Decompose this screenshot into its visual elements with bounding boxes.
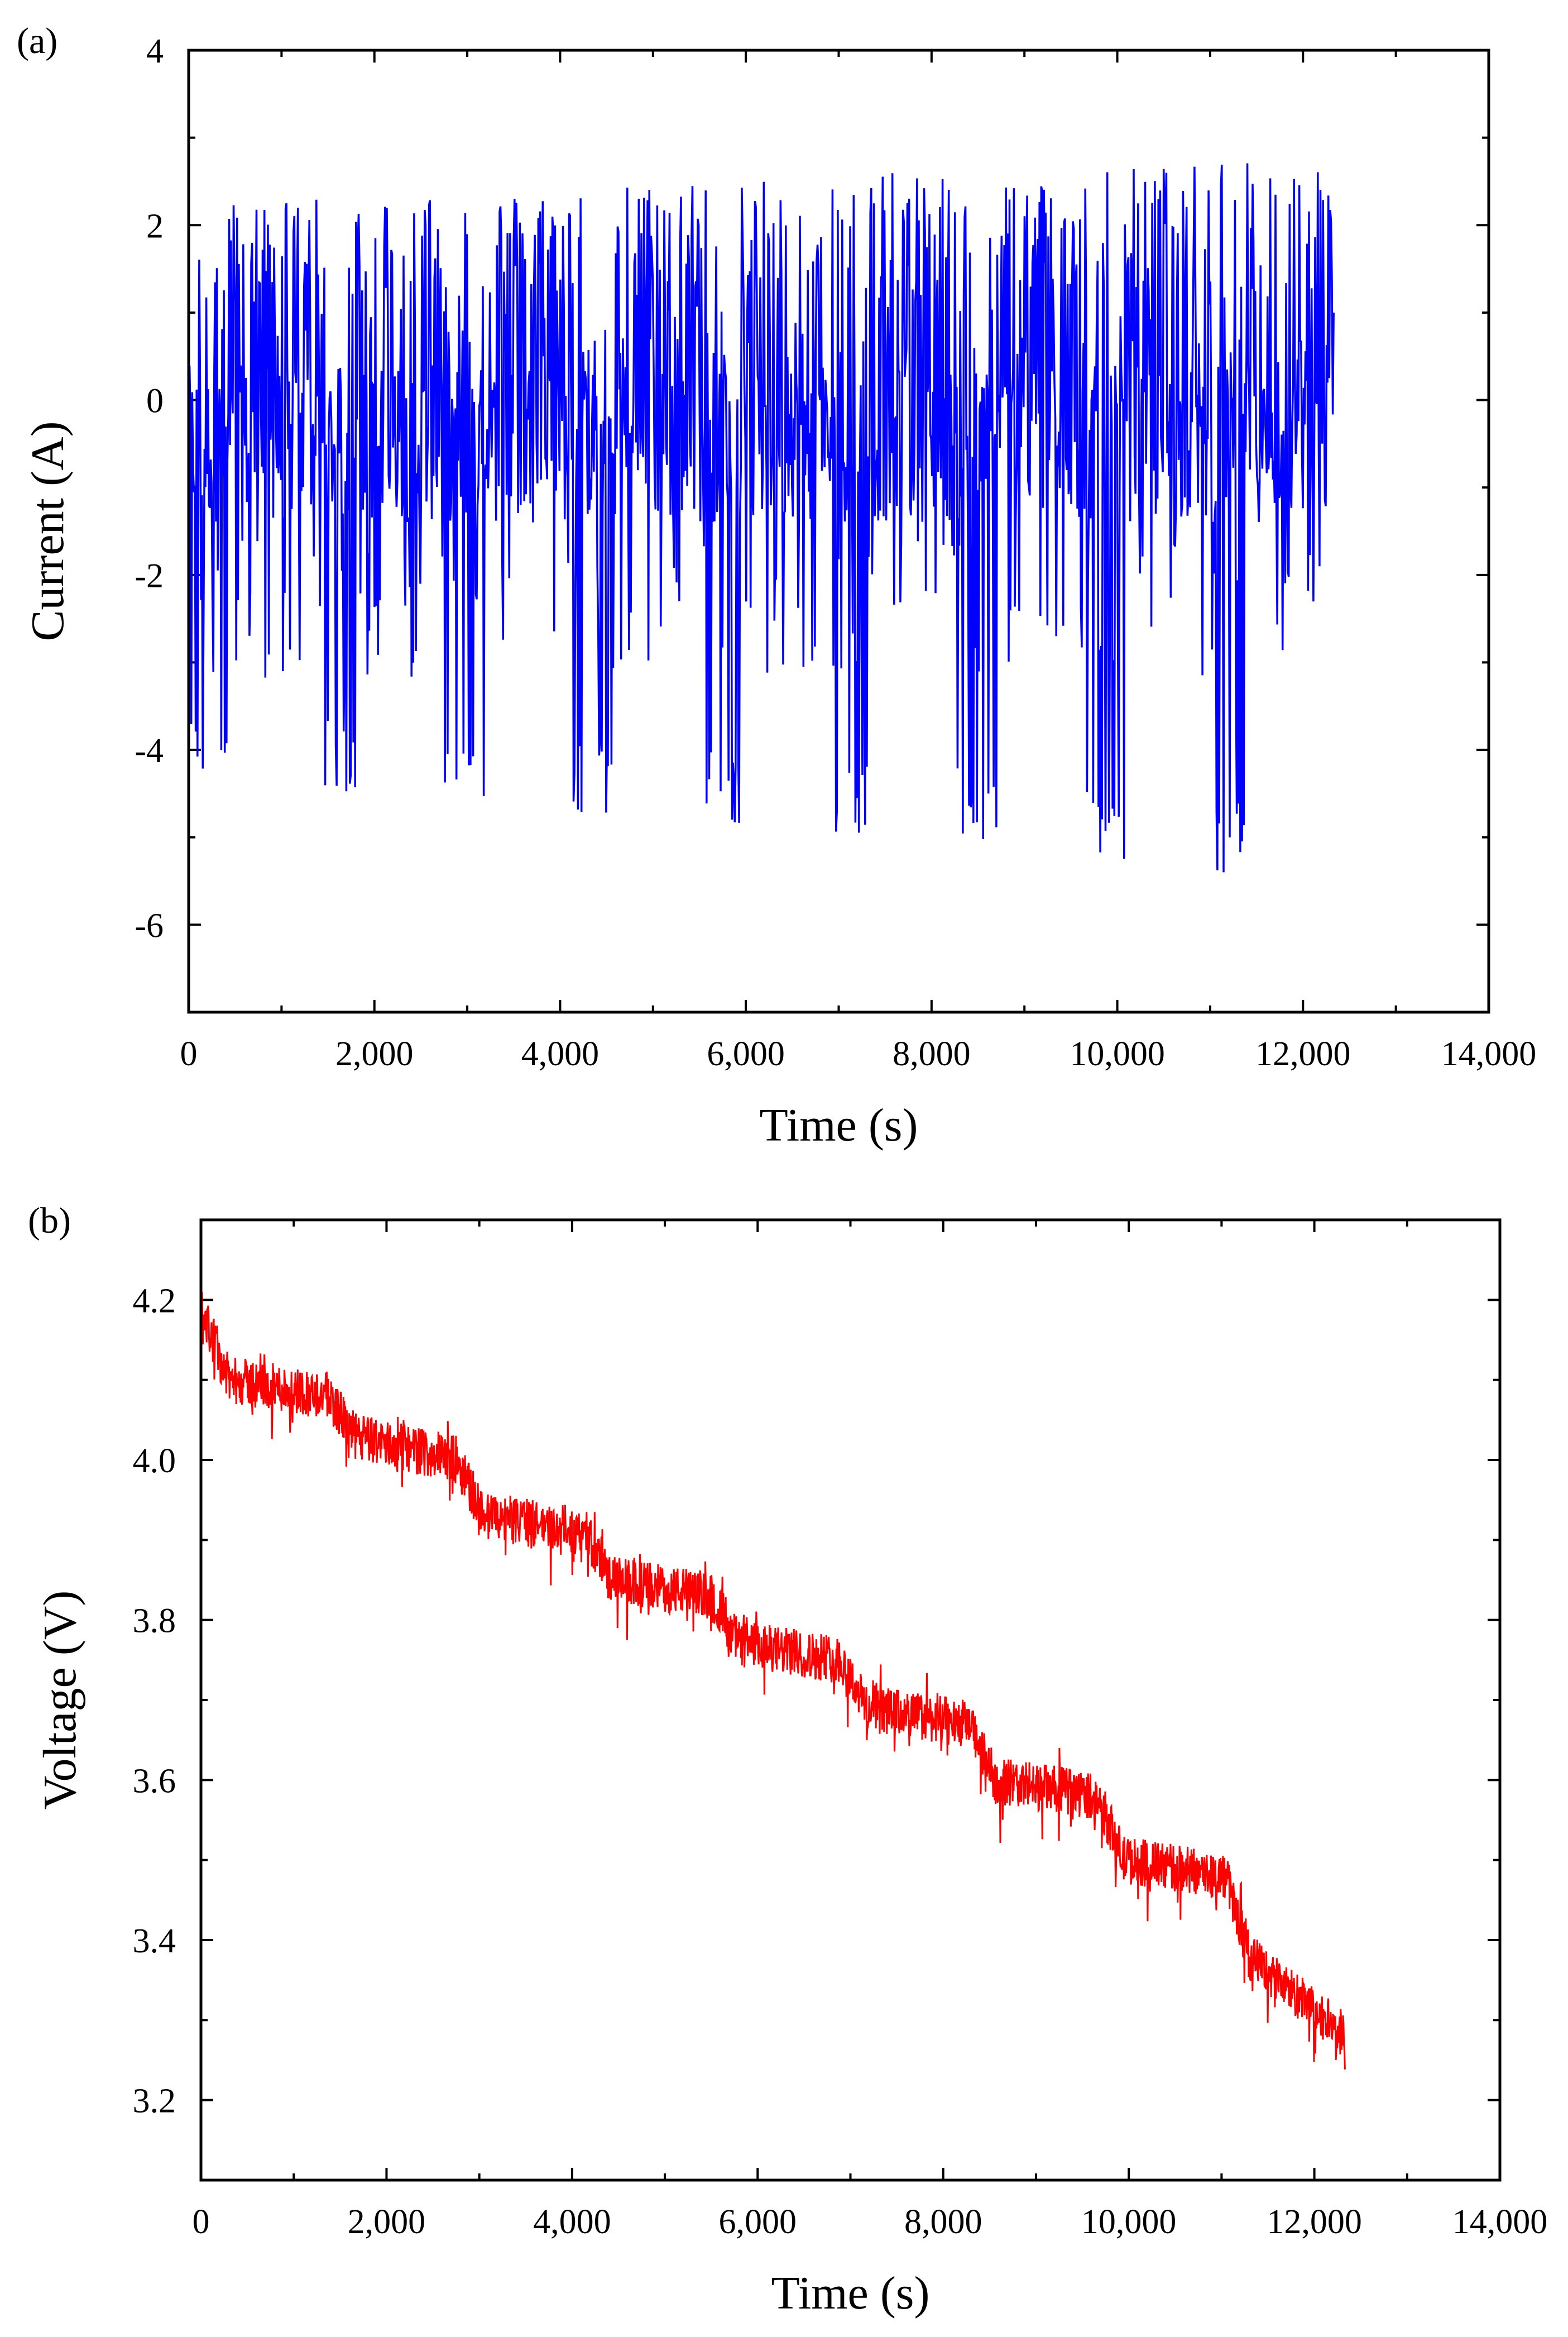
x-tick-label: 4,000 bbox=[533, 2203, 611, 2241]
x-tick-label: 14,000 bbox=[1441, 1035, 1537, 1073]
panel-label-a: (a) bbox=[17, 21, 57, 61]
x-tick-label: 4,000 bbox=[521, 1035, 600, 1073]
y-tick-label: 3.2 bbox=[133, 2082, 176, 2120]
y-tick-label: -2 bbox=[135, 557, 164, 595]
x-tick-label: 2,000 bbox=[335, 1035, 414, 1073]
y-tick-label: 3.8 bbox=[133, 1602, 176, 1640]
y-axis-title-a: Current (A) bbox=[22, 421, 74, 641]
x-tick-label: 10,000 bbox=[1070, 1035, 1165, 1073]
current-series-line bbox=[188, 163, 1335, 873]
y-tick-label: 2 bbox=[146, 207, 164, 245]
y-tick-label: 4.0 bbox=[133, 1442, 176, 1480]
y-tick-label: 4 bbox=[146, 32, 164, 70]
x-tick-label: 6,000 bbox=[719, 2203, 797, 2241]
x-tick-label: 14,000 bbox=[1452, 2203, 1548, 2241]
x-axis-title-a: Time (s) bbox=[760, 1099, 918, 1151]
y-axis-title-b: Voltage (V) bbox=[34, 1591, 86, 1810]
y-tick-label: 3.4 bbox=[133, 1922, 176, 1960]
x-tick-label: 6,000 bbox=[707, 1035, 785, 1073]
x-tick-label: 2,000 bbox=[348, 2203, 426, 2241]
x-axis-title-b: Time (s) bbox=[771, 2267, 930, 2319]
voltage-chart: (b) 0 2,000 4,000 6,000 8,000 10,000 12,000 14,… bbox=[28, 1200, 1548, 2319]
panel-label-b: (b) bbox=[28, 1200, 71, 1241]
x-tick-label: 0 bbox=[180, 1035, 198, 1073]
x-tick-label: 8,000 bbox=[893, 1035, 971, 1073]
x-tick-label: 12,000 bbox=[1255, 1035, 1351, 1073]
voltage-series-line bbox=[200, 1292, 1346, 2070]
current-chart: (a) 0 2,000 4,000 6,000 8,000 10,000 12,000 14,… bbox=[17, 21, 1537, 1151]
y-tick-label: -4 bbox=[135, 732, 164, 770]
x-tick-label: 0 bbox=[193, 2203, 210, 2241]
x-tick-label: 8,000 bbox=[904, 2203, 982, 2241]
plot-frame-a bbox=[187, 49, 1490, 1014]
x-tick-label: 12,000 bbox=[1267, 2203, 1362, 2241]
x-tick-label: 10,000 bbox=[1081, 2203, 1177, 2241]
y-tick-label: 4.2 bbox=[133, 1282, 176, 1320]
y-tick-label: 3.6 bbox=[133, 1762, 176, 1800]
y-tick-label: -6 bbox=[135, 907, 164, 945]
plot-frame-b bbox=[199, 1218, 1502, 2182]
y-tick-label: 0 bbox=[146, 382, 164, 420]
